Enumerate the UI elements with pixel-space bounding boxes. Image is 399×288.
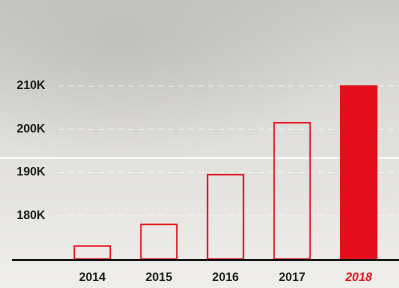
y-tick-label: 180K	[17, 208, 46, 222]
y-tick-label: 210K	[17, 78, 46, 92]
x-tick-label: 2018	[344, 270, 372, 284]
x-tick-label: 2017	[279, 270, 306, 284]
x-tick-label: 2014	[79, 270, 106, 284]
x-tick-label: 2016	[212, 270, 239, 284]
chart: 180K 190K 200K 210K 2014 2015 2016 2017 2018	[0, 0, 399, 288]
bar	[341, 86, 377, 259]
y-tick-label: 190K	[17, 165, 46, 179]
y-tick-label: 200K	[17, 121, 46, 135]
x-tick-label: 2015	[146, 270, 173, 284]
page: {"chart_data": {"type": "bar", "categori…	[0, 0, 399, 288]
background-texture	[0, 0, 399, 200]
